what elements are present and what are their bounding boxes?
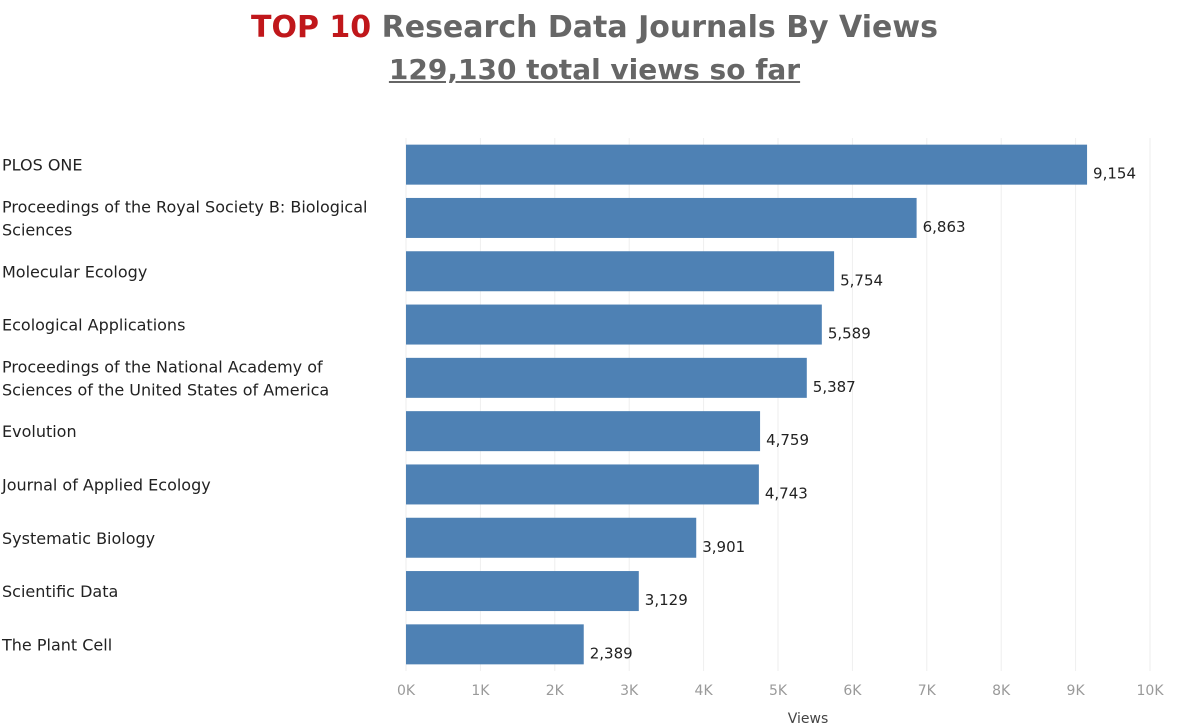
x-tick-label: 0K — [397, 683, 416, 699]
chart-subtitle: 129,130 total views so far — [388, 53, 801, 86]
category-labels: PLOS ONE Proceedings of the Royal Society… — [1, 156, 367, 655]
x-tick-label: 10K — [1137, 683, 1165, 699]
x-tick-label: 5K — [769, 683, 788, 699]
category-label: Ecological Applications — [2, 316, 185, 335]
value-label: 3,901 — [702, 538, 745, 556]
x-tick-label: 1K — [471, 683, 490, 699]
bar[interactable] — [406, 464, 759, 505]
chart-header: TOP 10 Research Data Journals By Views 1… — [0, 8, 1189, 92]
category-label: Proceedings of the Royal Society B: Biol… — [2, 197, 367, 239]
value-label: 9,154 — [1093, 165, 1136, 183]
bars — [406, 144, 1088, 665]
category-label: The Plant Cell — [1, 635, 112, 654]
category-label: Journal of Applied Ecology — [1, 475, 211, 494]
bar[interactable] — [406, 411, 761, 452]
value-label: 5,387 — [813, 378, 856, 396]
x-tick-label: 8K — [992, 683, 1011, 699]
bar[interactable] — [406, 571, 639, 612]
category-label: Scientific Data — [2, 582, 118, 601]
category-label: Systematic Biology — [2, 529, 155, 548]
bar[interactable] — [406, 251, 835, 292]
value-label: 4,759 — [766, 431, 809, 449]
category-label: Proceedings of the National Academy of Sc… — [2, 357, 329, 399]
chart-title: TOP 10 Research Data Journals By Views — [0, 8, 1189, 48]
x-tick-label: 3K — [620, 683, 639, 699]
value-label: 5,589 — [828, 325, 871, 343]
chart-title-rest: Research Data Journals By Views — [371, 10, 938, 45]
chart-title-accent: TOP 10 — [251, 10, 372, 45]
x-axis-ticks: 0K 1K 2K 3K 4K 5K 6K 7K 8K 9K 10K — [397, 683, 1164, 699]
value-label: 6,863 — [923, 218, 966, 236]
bar[interactable] — [406, 357, 807, 398]
x-tick-label: 9K — [1067, 683, 1086, 699]
value-label: 3,129 — [645, 591, 688, 609]
value-labels: 9,154 6,863 5,754 5,589 5,387 4,759 4,743 3,901… — [590, 165, 1136, 663]
value-label: 2,389 — [590, 644, 633, 662]
value-label: 4,743 — [765, 484, 808, 502]
x-tick-label: 6K — [843, 683, 862, 699]
bar[interactable] — [406, 197, 917, 238]
category-label: Molecular Ecology — [2, 262, 147, 281]
bar[interactable] — [406, 517, 697, 558]
category-label: PLOS ONE — [2, 156, 83, 175]
bar[interactable] — [406, 304, 822, 345]
x-tick-label: 7K — [918, 683, 937, 699]
value-label: 5,754 — [840, 271, 883, 289]
x-tick-label: 2K — [546, 683, 565, 699]
bar[interactable] — [406, 624, 584, 665]
x-tick-label: 4K — [695, 683, 714, 699]
category-label: Evolution — [2, 422, 77, 441]
bar[interactable] — [406, 144, 1088, 185]
x-axis-title: Views — [788, 711, 829, 724]
